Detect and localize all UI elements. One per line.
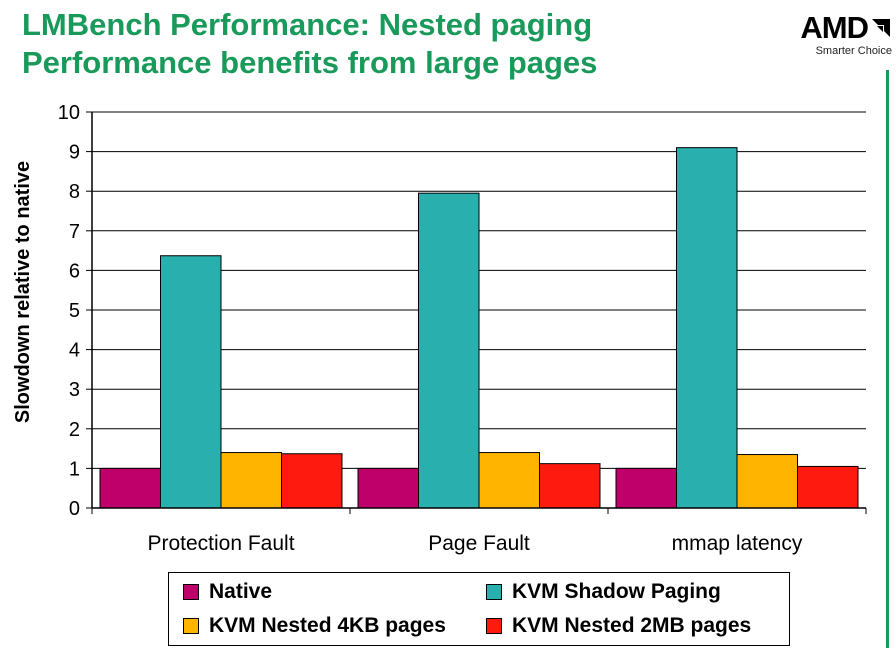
bar: [539, 463, 601, 509]
y-tick-label: 3: [69, 379, 80, 401]
legend-swatch-nested-4kb: [183, 618, 199, 634]
y-tick-label: 4: [69, 340, 80, 362]
legend-swatch-nested-2mb: [486, 618, 502, 634]
legend-item-nested-2mb: KVM Nested 2MB pages: [486, 612, 751, 640]
bar: [676, 147, 738, 509]
bar: [418, 192, 480, 509]
y-tick-label: 2: [69, 419, 80, 441]
legend-item-shadow-paging: KVM Shadow Paging: [486, 578, 721, 606]
legend-swatch-native: [183, 584, 199, 600]
amd-logo: AMD Smarter Choice: [752, 10, 892, 58]
logo-wordmark: AMD: [800, 10, 869, 45]
y-axis-label: Slowdown relative to native: [12, 161, 34, 423]
bar-group: [99, 147, 859, 509]
bar: [615, 467, 677, 509]
y-tick-label: 9: [69, 142, 80, 164]
x-tick-labels: Protection Fault Page Fault mmap latency: [147, 532, 802, 555]
y-tick-label: 0: [69, 498, 80, 520]
y-tick-label: 7: [69, 221, 80, 243]
chart-legend: Native KVM Shadow Paging KVM Nested 4KB …: [168, 572, 790, 646]
legend-label-shadow-paging: KVM Shadow Paging: [512, 580, 721, 603]
y-tick-label: 8: [69, 181, 80, 203]
bar: [736, 454, 798, 509]
y-tick-label: 6: [69, 260, 80, 282]
x-tick-label: mmap latency: [672, 532, 803, 555]
legend-label-native: Native: [209, 580, 273, 603]
legend-item-nested-4kb: KVM Nested 4KB pages: [183, 612, 446, 640]
bar: [357, 467, 419, 509]
axes: [86, 111, 867, 514]
bar: [797, 465, 859, 509]
y-tick-label: 10: [58, 102, 80, 124]
legend-label-nested-4kb: KVM Nested 4KB pages: [209, 614, 446, 637]
amd-arrow-icon: [872, 19, 890, 37]
title-line-1: LMBench Performance: Nested paging: [22, 7, 593, 42]
y-tick-labels: 0 1 2 3 4 5 6 7 8 9 10: [58, 102, 80, 520]
bar: [160, 255, 222, 509]
y-tick-label: 5: [69, 300, 80, 322]
slide-title: LMBench Performance: Nested paging Perfo…: [22, 6, 597, 82]
title-line-2: Performance benefits from large pages: [22, 45, 598, 80]
x-tick-label: Page Fault: [428, 532, 530, 555]
x-tick-label: Protection Fault: [147, 532, 294, 555]
bar: [220, 452, 282, 509]
logo-tagline: Smarter Choice: [815, 45, 892, 57]
legend-swatch-shadow-paging: [486, 584, 502, 600]
y-tick-label: 1: [69, 458, 80, 480]
bar: [99, 467, 161, 509]
legend-item-native: Native: [183, 578, 272, 606]
accent-rule: [886, 70, 889, 648]
bar: [281, 453, 343, 509]
bar: [478, 452, 540, 509]
legend-label-nested-2mb: KVM Nested 2MB pages: [512, 614, 752, 637]
